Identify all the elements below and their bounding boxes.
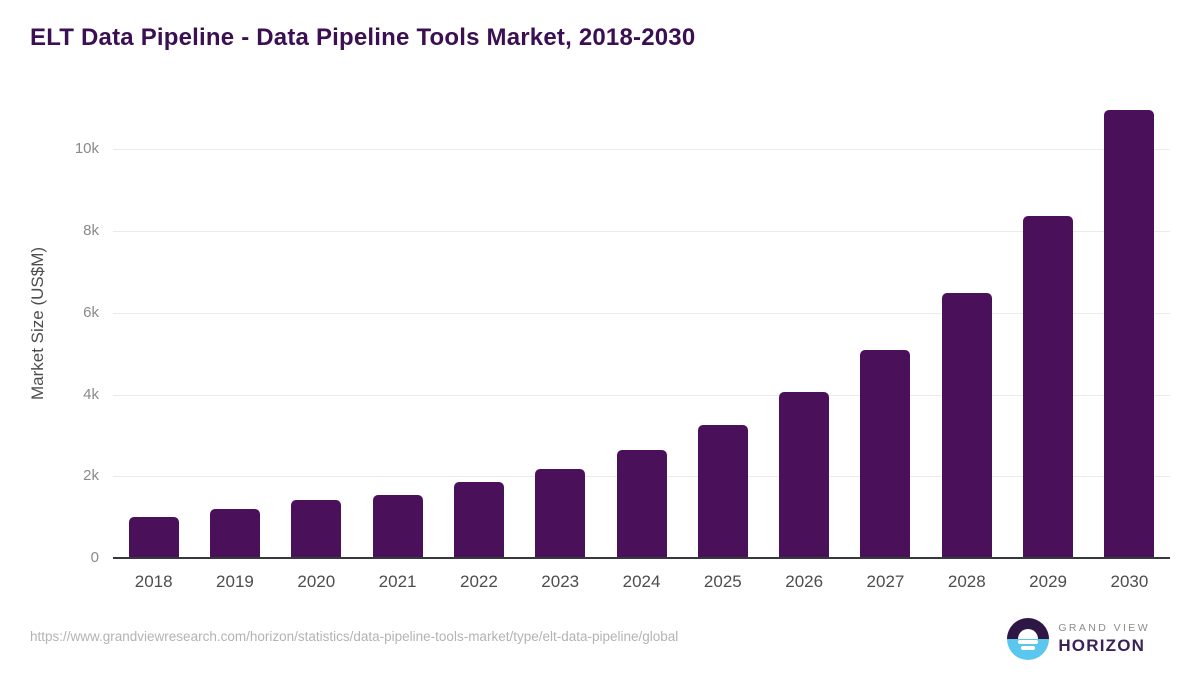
- horizon-reflection-line-2: [1021, 646, 1036, 650]
- bar-group-2023: 2023: [520, 469, 601, 591]
- gridline-4k: [113, 394, 1170, 396]
- bar-2025: [697, 425, 748, 558]
- x-tick-2024: 2024: [622, 572, 661, 591]
- x-tick-2022: 2022: [459, 572, 498, 591]
- bar-group-2018: 2018: [113, 517, 194, 591]
- x-tick-2028: 2028: [947, 572, 986, 591]
- source-url: https://www.grandviewresearch.com/horizo…: [30, 629, 679, 644]
- bar-2029: [1023, 216, 1074, 558]
- bar-group-2024: 2024: [601, 450, 682, 591]
- horizon-reflection-line-1: [1018, 640, 1039, 644]
- plot-area: 0 2k 4k 6k 8k 10k 2018 2019 2020 2021 2022 2023 2024…: [75, 88, 1170, 591]
- bar-group-2027: 2027: [845, 350, 926, 591]
- bar-group-2019: 2019: [194, 509, 275, 591]
- x-tick-2021: 2021: [378, 572, 417, 591]
- gridline-8k: [113, 231, 1170, 233]
- gridline-6k: [113, 312, 1170, 314]
- brand-name-bottom: HORIZON: [1058, 636, 1146, 655]
- gridline-10k: [113, 149, 1170, 151]
- sunrise-horizon-icon: [1007, 618, 1050, 660]
- x-tick-2027: 2027: [866, 572, 905, 591]
- y-axis-title: Market Size (US$M): [28, 246, 47, 400]
- bar-group-2026: 2026: [764, 392, 845, 591]
- bar-group-2021: 2021: [357, 495, 438, 591]
- bar-2026: [779, 392, 830, 558]
- x-axis-line: [113, 557, 1170, 559]
- x-tick-2029: 2029: [1029, 572, 1067, 591]
- y-tick-0: 0: [90, 549, 99, 566]
- bar-group-2028: 2028: [926, 293, 1007, 591]
- bar-group-2020: 2020: [276, 500, 357, 591]
- y-tick-2k: 2k: [83, 467, 99, 485]
- bar-series: 2018 2019 2020 2021 2022 2023 2024 2025 2026 2027…: [113, 88, 1170, 591]
- bar-2020: [291, 500, 342, 558]
- x-tick-2020: 2020: [297, 572, 336, 591]
- chart-title: ELT Data Pipeline - Data Pipeline Tools …: [30, 24, 696, 51]
- y-tick-6k: 6k: [83, 303, 99, 321]
- x-tick-2030: 2030: [1110, 572, 1149, 591]
- sun-dome-shape: [1018, 629, 1039, 639]
- x-tick-2023: 2023: [541, 572, 580, 591]
- bar-2021: [372, 495, 423, 558]
- bar-2030: [1104, 110, 1155, 558]
- bar-2024: [616, 450, 667, 558]
- bar-group-2025: 2025: [682, 425, 763, 591]
- x-tick-2018: 2018: [134, 572, 173, 591]
- bar-group-2022: 2022: [438, 482, 519, 591]
- brand-logo: GRAND VIEW HORIZON: [1007, 618, 1150, 660]
- y-tick-10k: 10k: [74, 140, 99, 158]
- bar-2028: [941, 293, 992, 558]
- bar-2018: [128, 517, 179, 558]
- y-tick-4k: 4k: [83, 385, 99, 403]
- bar-2027: [860, 350, 911, 558]
- brand-wordmark: GRAND VIEW HORIZON: [1058, 622, 1150, 656]
- x-tick-2026: 2026: [785, 572, 824, 591]
- y-tick-8k: 8k: [83, 222, 99, 240]
- bar-group-2030: 2030: [1089, 110, 1170, 591]
- brand-name-top: GRAND VIEW: [1058, 622, 1150, 634]
- bar-2019: [209, 509, 260, 558]
- bar-2023: [535, 469, 586, 558]
- x-tick-2019: 2019: [216, 572, 254, 591]
- x-tick-2025: 2025: [703, 572, 742, 591]
- bar-2022: [453, 482, 504, 558]
- bar-group-2029: 2029: [1007, 216, 1088, 591]
